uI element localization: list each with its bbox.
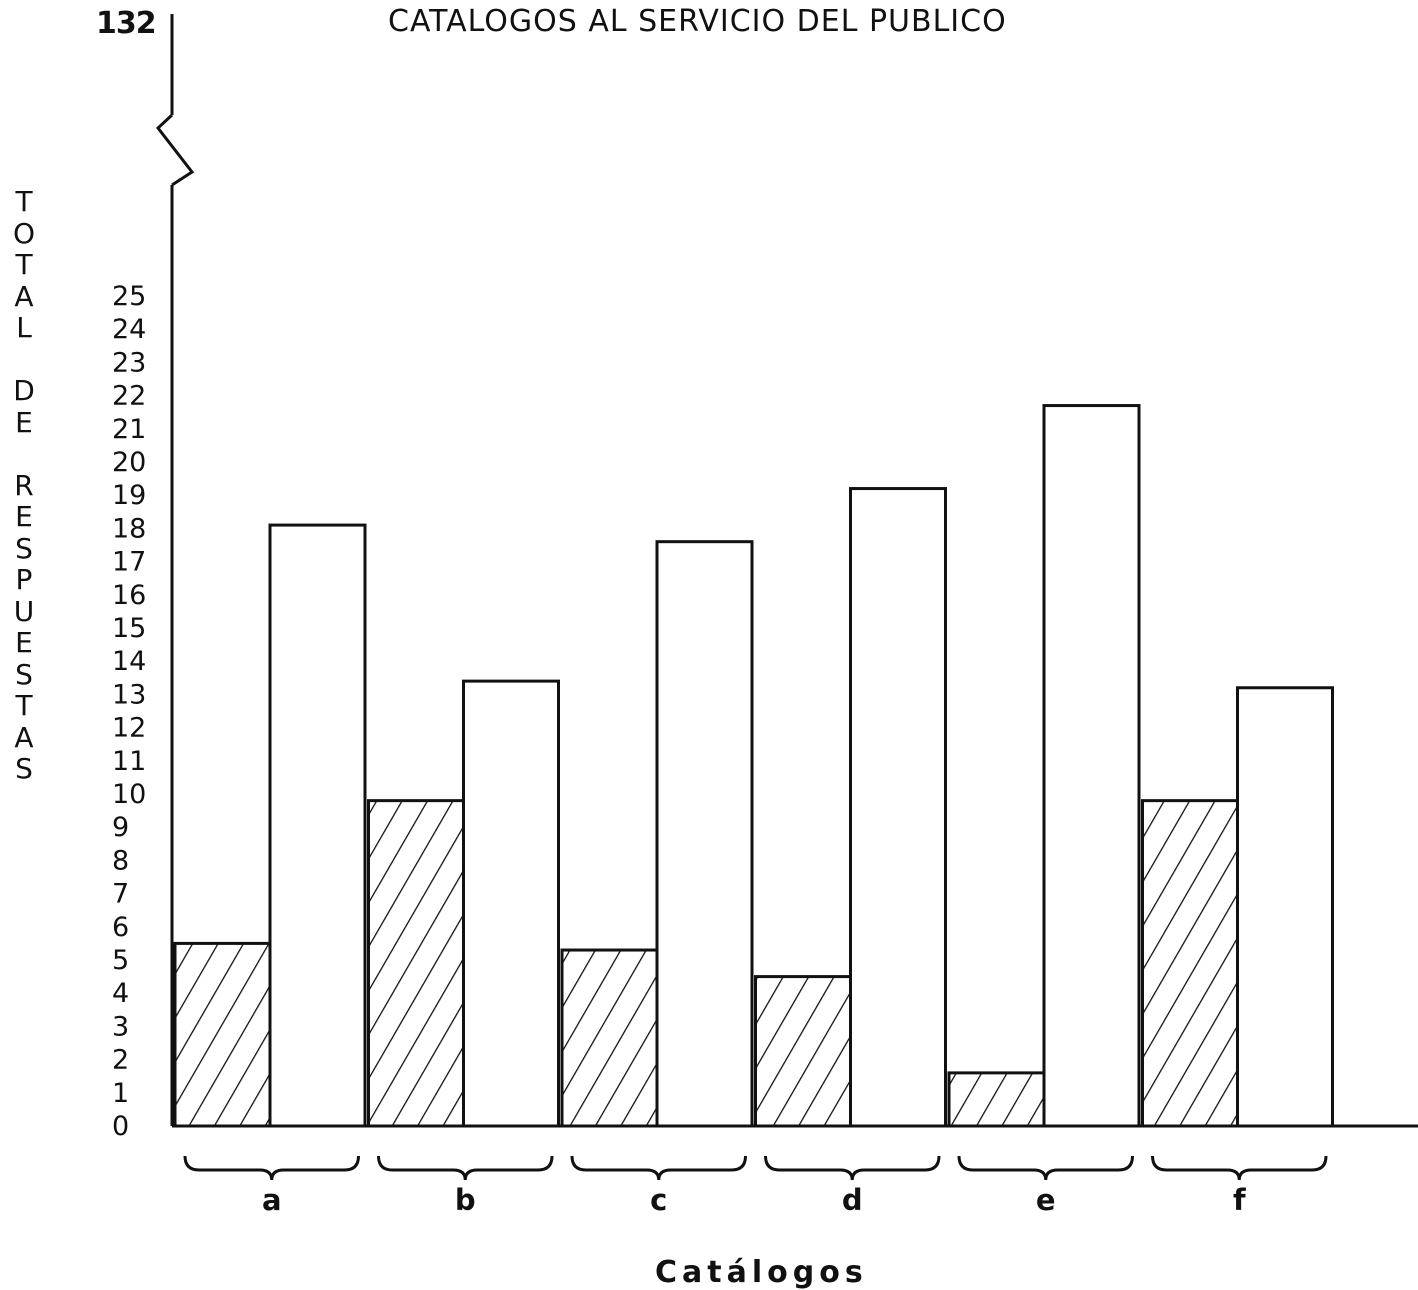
category-brace-e bbox=[957, 1155, 1134, 1181]
category-brace-b bbox=[377, 1155, 554, 1181]
y-axis-label-letter: S bbox=[15, 752, 33, 785]
y-tick-label: 14 bbox=[112, 646, 146, 677]
y-tick-label: 11 bbox=[112, 746, 146, 777]
y-tick-label: 16 bbox=[112, 580, 146, 611]
y-tick-label: 8 bbox=[112, 845, 129, 876]
y-tick-label: 21 bbox=[112, 414, 146, 445]
bar-c-white bbox=[655, 540, 754, 1128]
y-axis-label-letter: D bbox=[13, 374, 35, 407]
bar-d-white bbox=[849, 487, 947, 1128]
y-axis-label-letter: U bbox=[13, 594, 35, 628]
y-ticks: 0123456789101112131415161718192021222324… bbox=[112, 281, 146, 1142]
y-axis-label-letter: E bbox=[15, 500, 33, 533]
y-tick-label: 4 bbox=[112, 978, 129, 1009]
bar-a-white bbox=[268, 523, 367, 1128]
bars bbox=[173, 404, 1334, 1128]
bar-f-hatched bbox=[1141, 799, 1239, 1128]
bar-a-hatched bbox=[173, 941, 272, 1128]
y-tick-label: 18 bbox=[112, 513, 146, 544]
y-axis-label-letter: P bbox=[15, 563, 33, 596]
bar-c-hatched bbox=[560, 948, 659, 1128]
y-tick-label: 20 bbox=[112, 447, 146, 478]
y-axis-label-letter: E bbox=[15, 405, 33, 439]
y-axis-label-letter: T bbox=[15, 689, 33, 722]
page-number: 132 bbox=[96, 6, 157, 41]
bar-d-hatched bbox=[754, 975, 852, 1128]
y-tick-label: 22 bbox=[112, 381, 146, 412]
y-axis-label-letter: E bbox=[15, 626, 33, 659]
x-category-label: a bbox=[262, 1183, 282, 1217]
y-tick-label: 19 bbox=[112, 480, 146, 511]
y-axis-label-letter: A bbox=[14, 279, 34, 313]
y-tick-label: 23 bbox=[112, 347, 146, 378]
y-tick-label: 12 bbox=[112, 713, 146, 744]
y-tick-label: 3 bbox=[112, 1011, 129, 1042]
y-axis-label-letter: O bbox=[12, 216, 36, 250]
x-category-label: b bbox=[455, 1183, 476, 1217]
x-categories: a b c d e f bbox=[262, 1183, 1246, 1217]
y-tick-label: 0 bbox=[112, 1111, 129, 1142]
y-tick-label: 15 bbox=[112, 613, 146, 644]
bar-b-white bbox=[462, 679, 560, 1128]
bar-b-hatched bbox=[367, 799, 465, 1128]
category-braces bbox=[183, 1155, 1328, 1181]
y-tick-label: 5 bbox=[112, 945, 129, 976]
y-axis-label-letter: L bbox=[16, 311, 32, 344]
y-tick-label: 1 bbox=[112, 1078, 129, 1109]
y-tick-label: 17 bbox=[112, 547, 146, 578]
y-tick-label: 24 bbox=[112, 314, 146, 345]
y-axis-label-letter: A bbox=[14, 720, 34, 754]
y-tick-label: 13 bbox=[112, 679, 146, 710]
chart-title: CATALOGOS AL SERVICIO DEL PUBLICO bbox=[388, 4, 1007, 39]
category-brace-c bbox=[570, 1155, 747, 1181]
y-axis-label-letter: T bbox=[15, 248, 33, 281]
y-tick-label: 2 bbox=[112, 1045, 129, 1076]
y-axis-label-letter: R bbox=[14, 468, 34, 502]
y-tick-label: 6 bbox=[112, 912, 129, 943]
y-axis-label-letter: S bbox=[15, 657, 33, 691]
y-tick-label: 7 bbox=[112, 879, 129, 910]
bar-e-hatched bbox=[947, 1071, 1046, 1128]
x-category-label: f bbox=[1233, 1183, 1246, 1217]
y-tick-label: 10 bbox=[112, 779, 146, 810]
y-axis-label-letter: T bbox=[15, 185, 33, 218]
x-category-label: d bbox=[842, 1183, 863, 1217]
bar-f-white bbox=[1236, 686, 1334, 1128]
y-axis-label-letter: S bbox=[15, 531, 33, 565]
y-tick-label: 25 bbox=[112, 281, 146, 312]
category-brace-a bbox=[183, 1155, 360, 1181]
x-category-label: e bbox=[1036, 1183, 1056, 1217]
y-tick-label: 9 bbox=[112, 812, 129, 843]
category-brace-d bbox=[764, 1155, 941, 1181]
x-axis-label: Catálogos bbox=[655, 1255, 868, 1290]
category-brace-f bbox=[1151, 1155, 1328, 1181]
bar-e-white bbox=[1042, 404, 1141, 1128]
x-category-label: c bbox=[650, 1183, 667, 1217]
axis-break-mark bbox=[155, 113, 195, 187]
